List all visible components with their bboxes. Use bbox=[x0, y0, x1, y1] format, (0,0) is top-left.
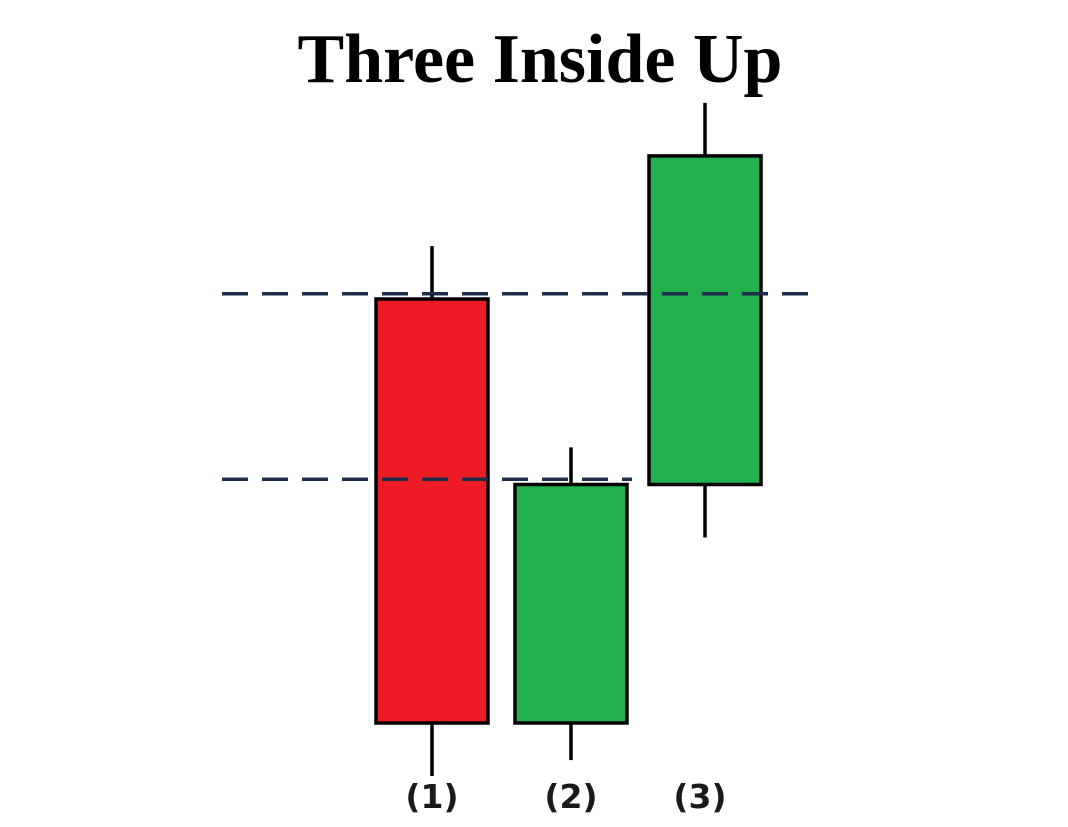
candlesticks bbox=[374, 102, 763, 776]
candle-3-body bbox=[647, 154, 763, 487]
candle-2-body bbox=[513, 482, 629, 725]
candle-1 bbox=[374, 246, 490, 776]
candle-2 bbox=[513, 447, 629, 761]
candle-2-label: (2) bbox=[544, 777, 597, 816]
reference-lines bbox=[222, 291, 815, 481]
candle-3 bbox=[647, 102, 763, 538]
candle-labels: (1) (2) (3) bbox=[405, 777, 726, 816]
candle-1-label: (1) bbox=[405, 777, 458, 816]
candle-1-body bbox=[374, 297, 490, 725]
diagram-title: Three Inside Up bbox=[298, 21, 783, 98]
candle-3-label: (3) bbox=[673, 777, 726, 816]
